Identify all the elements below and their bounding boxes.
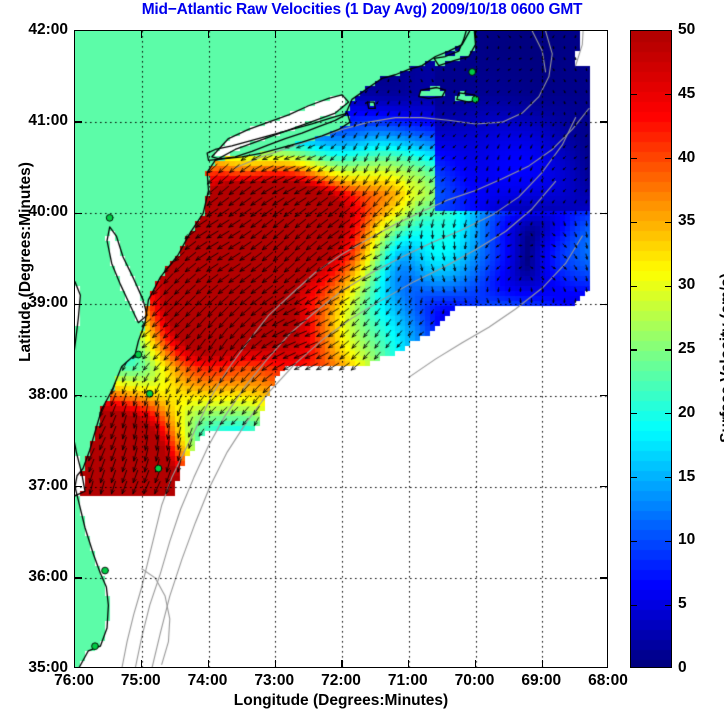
colorbar xyxy=(630,30,672,668)
y-tick-label: 41:00 xyxy=(28,112,68,130)
colorbar-tick xyxy=(665,540,671,543)
x-tick xyxy=(207,660,210,667)
colorbar-tick-label: 35 xyxy=(678,212,696,230)
x-tick xyxy=(274,660,276,667)
x-tick xyxy=(341,660,343,667)
x-tick-label: 76:00 xyxy=(54,672,94,689)
colorbar-tick xyxy=(665,94,671,96)
colorbar-tick xyxy=(665,285,671,287)
x-tick xyxy=(141,660,143,667)
y-tick-label: 36:00 xyxy=(28,567,68,585)
colorbar-tick-label: 20 xyxy=(678,403,696,421)
colorbar-tick-label: 40 xyxy=(678,148,696,166)
colorbar-tick xyxy=(631,349,637,351)
x-tick xyxy=(207,31,210,38)
y-axis-label: Latitude (Degrees:Minutes) xyxy=(17,162,34,362)
colorbar-tick xyxy=(631,413,637,415)
colorbar-tick-label: 25 xyxy=(678,340,696,357)
x-tick-label: 69:00 xyxy=(521,672,562,689)
colorbar-tick-label: 5 xyxy=(678,595,687,613)
x-tick-label: 68:00 xyxy=(588,672,628,689)
colorbar-tick xyxy=(665,476,671,479)
x-tick xyxy=(541,660,543,667)
x-tick xyxy=(141,31,143,38)
colorbar-tick-label: 50 xyxy=(678,21,696,38)
colorbar-tick xyxy=(665,221,671,224)
y-tick-label: 39:00 xyxy=(28,294,68,312)
colorbar-label: Surface Velocity (cm/s) xyxy=(718,273,724,443)
colorbar-tick xyxy=(631,540,637,543)
x-tick-label: 73:00 xyxy=(254,672,295,689)
colorbar-tick xyxy=(631,221,637,224)
x-tick-label: 71:00 xyxy=(387,672,428,689)
y-tick-label: 37:00 xyxy=(28,476,68,494)
y-tick xyxy=(600,121,607,123)
y-tick xyxy=(75,486,82,488)
x-tick xyxy=(408,660,410,667)
colorbar-tick xyxy=(631,285,637,287)
x-tick xyxy=(541,31,543,38)
x-tick xyxy=(274,31,276,38)
x-axis-label: Longitude (Degrees:Minutes) xyxy=(233,692,449,709)
y-tick xyxy=(75,121,82,123)
y-tick xyxy=(75,394,82,397)
grid-overlay-canvas xyxy=(75,31,607,667)
colorbar-tick-label: 45 xyxy=(678,84,696,102)
y-tick-label: 40:00 xyxy=(28,203,68,221)
colorbar-tick-label: 0 xyxy=(678,659,687,676)
colorbar-tick xyxy=(665,349,671,351)
y-tick xyxy=(75,303,82,306)
y-tick xyxy=(600,486,607,488)
colorbar-tick xyxy=(665,157,671,160)
x-tick xyxy=(474,31,477,38)
colorbar-tick xyxy=(631,604,637,606)
chart-title: Mid−Atlantic Raw Velocities (1 Day Avg) … xyxy=(141,1,583,18)
map-axes xyxy=(74,30,608,668)
x-tick-label: 72:00 xyxy=(321,672,361,689)
y-tick xyxy=(75,212,82,214)
colorbar-tick-label: 15 xyxy=(678,467,696,485)
colorbar-tick xyxy=(665,413,671,415)
colorbar-tick-label: 10 xyxy=(678,531,696,549)
y-tick xyxy=(600,303,607,306)
x-tick xyxy=(474,660,477,667)
colorbar-tick xyxy=(631,157,637,160)
y-tick-label: 42:00 xyxy=(28,21,68,38)
x-tick xyxy=(341,31,343,38)
y-tick xyxy=(600,394,607,397)
y-tick xyxy=(75,577,82,579)
colorbar-tick xyxy=(665,604,671,606)
colorbar-tick xyxy=(631,94,637,96)
x-tick-label: 74:00 xyxy=(187,672,228,689)
y-tick-label: 38:00 xyxy=(28,385,68,403)
y-tick xyxy=(600,577,607,579)
y-tick xyxy=(600,212,607,214)
colorbar-tick xyxy=(631,476,637,479)
x-tick-label: 75:00 xyxy=(120,672,161,689)
colorbar-tick-label: 30 xyxy=(678,276,696,294)
colorbar-gradient xyxy=(631,31,671,667)
x-tick-label: 70:00 xyxy=(454,672,495,689)
x-tick xyxy=(408,31,410,38)
y-tick-label: 35:00 xyxy=(28,659,68,676)
